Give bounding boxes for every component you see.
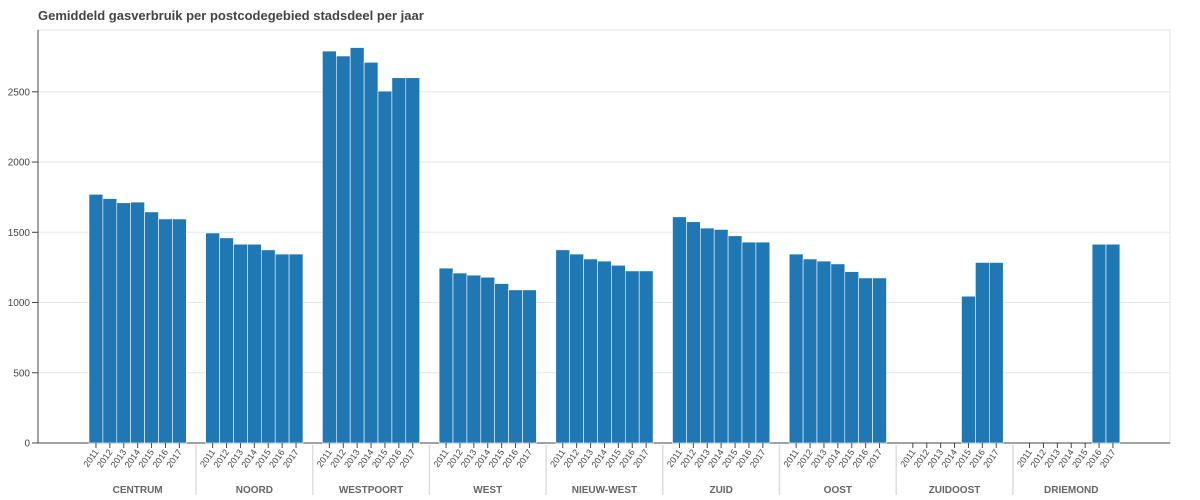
bar bbox=[274, 253, 290, 444]
bar bbox=[755, 241, 771, 444]
bar bbox=[335, 55, 351, 444]
bar bbox=[1091, 243, 1107, 444]
x-tick-label: 2017 bbox=[631, 447, 651, 469]
bar bbox=[830, 263, 846, 444]
bar bbox=[508, 289, 523, 444]
x-tick-label: 2017 bbox=[748, 447, 768, 469]
bar bbox=[583, 258, 598, 444]
bar bbox=[727, 235, 743, 444]
bar bbox=[638, 270, 654, 444]
group-label: ZUIDOOST bbox=[929, 485, 981, 496]
bar bbox=[377, 90, 393, 444]
bar bbox=[144, 211, 159, 444]
x-tick-label: 2017 bbox=[1098, 447, 1118, 469]
bar bbox=[172, 218, 187, 444]
bar bbox=[624, 270, 640, 444]
y-tick-label: 0 bbox=[24, 439, 30, 450]
bar bbox=[233, 243, 248, 444]
group-label: DRIEMOND bbox=[1044, 485, 1098, 496]
bar bbox=[438, 267, 454, 444]
group-label: NOORD bbox=[236, 485, 273, 496]
bar bbox=[452, 272, 468, 444]
bar bbox=[522, 289, 537, 444]
bar bbox=[363, 62, 379, 444]
x-tick-label: 2017 bbox=[514, 447, 534, 469]
bar bbox=[844, 271, 859, 444]
bar bbox=[88, 194, 104, 444]
bar bbox=[205, 232, 220, 444]
bar bbox=[858, 277, 873, 444]
group-label: CENTRUM bbox=[113, 485, 163, 496]
bar bbox=[975, 262, 990, 444]
x-tick-label: 2017 bbox=[398, 447, 418, 469]
y-tick-label: 500 bbox=[13, 368, 30, 379]
bar bbox=[802, 258, 818, 444]
x-tick-label: 2017 bbox=[981, 447, 1001, 469]
bar bbox=[349, 47, 365, 444]
bar bbox=[391, 77, 407, 444]
bar bbox=[158, 218, 173, 444]
y-tick-label: 2500 bbox=[8, 87, 31, 98]
bar bbox=[611, 264, 626, 444]
bar bbox=[672, 216, 687, 444]
bar bbox=[713, 229, 729, 444]
group-label: OOST bbox=[824, 485, 852, 496]
bar bbox=[480, 276, 495, 444]
bar bbox=[788, 253, 804, 444]
bar bbox=[988, 262, 1004, 444]
bar bbox=[872, 277, 887, 444]
bar bbox=[494, 283, 509, 444]
x-tick-label: 2017 bbox=[281, 447, 301, 469]
y-tick-label: 1500 bbox=[8, 228, 31, 239]
bar bbox=[961, 295, 976, 444]
y-tick-label: 2000 bbox=[8, 158, 31, 169]
bar bbox=[816, 260, 832, 444]
bar bbox=[130, 201, 145, 444]
bar bbox=[555, 249, 570, 444]
bar bbox=[260, 249, 276, 444]
y-tick-label: 1000 bbox=[8, 298, 31, 309]
bar bbox=[102, 198, 118, 444]
x-tick-label: 2017 bbox=[164, 447, 184, 469]
bar bbox=[741, 241, 757, 444]
bar bbox=[405, 77, 420, 444]
bar bbox=[569, 253, 584, 444]
chart-title: Gemiddeld gasverbruik per postcodegebied… bbox=[38, 8, 424, 23]
bar bbox=[116, 202, 132, 444]
bar bbox=[466, 274, 482, 444]
group-label: NIEUW-WEST bbox=[572, 485, 637, 496]
bar bbox=[686, 221, 701, 444]
bar bbox=[288, 253, 304, 444]
group-label: ZUID bbox=[709, 485, 732, 496]
bar bbox=[597, 260, 612, 444]
group-label: WESTPOORT bbox=[339, 485, 403, 496]
bar bbox=[322, 50, 337, 444]
x-tick-label: 2017 bbox=[865, 447, 885, 469]
group-label: WEST bbox=[473, 485, 502, 496]
bar bbox=[219, 237, 234, 444]
bar bbox=[699, 227, 715, 444]
bar bbox=[247, 243, 262, 444]
bar bbox=[1105, 243, 1121, 444]
